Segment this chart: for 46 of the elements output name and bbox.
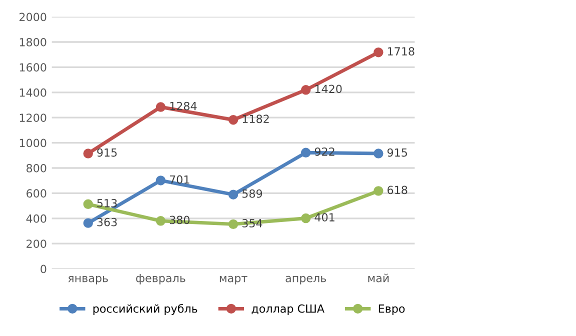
y-tick-label: 200 (26, 240, 46, 248)
point (374, 148, 384, 158)
x-tick-label: апрель (286, 276, 326, 284)
y-tick-label: 1400 (20, 88, 46, 97)
data-label: 1182 (242, 114, 269, 124)
point (300, 148, 311, 158)
y-tick-label: 800 (26, 164, 46, 172)
data-label: 401 (314, 213, 334, 222)
data-label: 618 (388, 186, 408, 194)
data-label: 1284 (170, 102, 197, 110)
point (228, 190, 238, 200)
y-tick-label: 400 (26, 214, 46, 223)
x-tick-label: январь (68, 276, 108, 284)
y-tick-label: 0 (40, 264, 46, 274)
legend-label: доллар США (252, 304, 324, 315)
x-tick-label: май (368, 274, 389, 282)
data-label: 915 (387, 148, 408, 157)
point (374, 47, 384, 58)
y-tick-label: 1200 (20, 114, 46, 122)
point (300, 85, 311, 95)
point (300, 213, 311, 224)
point (156, 216, 166, 226)
data-label: 589 (242, 189, 262, 198)
data-label: 363 (97, 218, 117, 226)
x-tick-label: февраль (136, 274, 186, 284)
point (83, 218, 93, 228)
legend-label: Евро (378, 304, 405, 315)
data-label: 1718 (388, 47, 414, 56)
point (156, 102, 166, 112)
legend-label: российский рубль (93, 304, 198, 315)
point (156, 176, 166, 186)
point (374, 186, 384, 196)
point (228, 115, 238, 125)
y-tick-label: 1000 (20, 138, 46, 148)
data-label: 1420 (315, 84, 342, 94)
data-label: 915 (97, 148, 117, 157)
y-tick-label: 1600 (20, 63, 46, 72)
point (228, 219, 238, 230)
y-tick-label: 600 (26, 189, 46, 198)
y-tick-label: 1800 (20, 38, 46, 46)
data-label: 701 (170, 175, 190, 184)
data-label: 513 (97, 198, 117, 208)
y-tick-label: 2000 (20, 12, 46, 22)
point (83, 199, 93, 210)
point (83, 148, 93, 158)
x-tick-label: март (220, 276, 248, 284)
